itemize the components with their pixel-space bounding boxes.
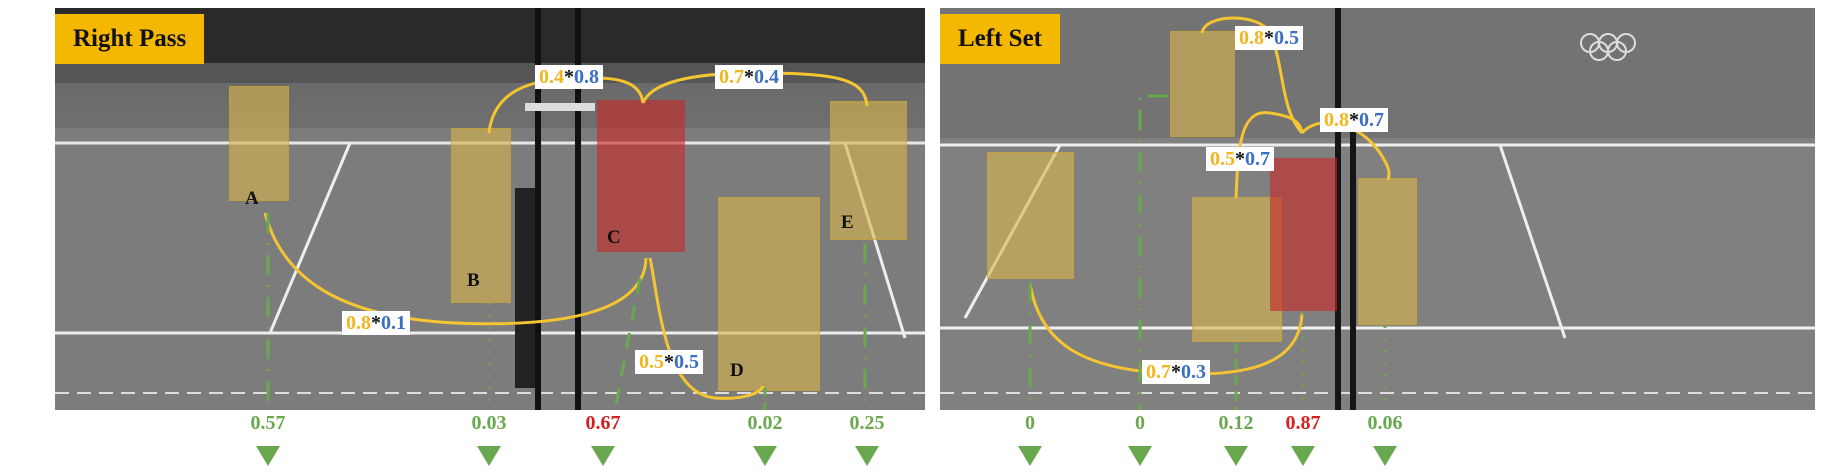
edge-label-3-4: 0.5*0.7 — [1206, 147, 1274, 171]
edge-label-c-e: 0.7*0.4 — [715, 65, 783, 89]
player-box-4 — [1270, 158, 1337, 311]
down-arrow-icon — [256, 446, 280, 466]
player-box-e — [830, 101, 907, 240]
down-arrow-icon — [477, 446, 501, 466]
relation-graph-right — [1028, 16, 1391, 410]
proj-2 — [1138, 94, 1168, 410]
edge-label-a-c: 0.8*0.1 — [342, 311, 410, 335]
down-arrow-icon — [1018, 446, 1042, 466]
player-box-a — [229, 86, 289, 201]
down-arrow-icon — [1291, 446, 1315, 466]
edge-label-4-5: 0.8*0.7 — [1320, 108, 1388, 132]
score-c: 0.67 — [585, 412, 621, 434]
down-arrow-icon — [1128, 446, 1152, 466]
score-2: 0 — [1135, 412, 1145, 434]
player-label-a: A — [245, 188, 259, 209]
down-arrow-icon — [753, 446, 777, 466]
score-b: 0.03 — [471, 412, 507, 434]
left-set-panel: Left Set 0.8*0.5 0.8*0.7 0.5*0.7 0.7*0.3 — [940, 8, 1815, 410]
player-label-d: D — [730, 360, 744, 381]
edge-4-5 — [1300, 121, 1391, 181]
proj-c — [613, 277, 642, 410]
panel-label: Left Set — [940, 14, 1060, 64]
player-box-5 — [1358, 178, 1417, 325]
player-label-b: B — [467, 270, 480, 291]
score-3: 0.12 — [1218, 412, 1254, 434]
player-box-b — [451, 128, 511, 303]
edge-label-c-d: 0.5*0.5 — [635, 350, 703, 374]
panel-label: Right Pass — [55, 14, 205, 64]
score-e: 0.25 — [849, 412, 885, 434]
edge-a-c — [263, 212, 648, 326]
player-box-2 — [1170, 31, 1235, 137]
right-pass-panel: Right Pass A B C D E 0.4*0.8 0.7*0.4 0.8… — [55, 8, 925, 410]
down-arrow-icon — [591, 446, 615, 466]
score-a: 0.57 — [250, 412, 286, 434]
player-label-e: E — [841, 212, 854, 233]
score-d: 0.02 — [747, 412, 783, 434]
edge-c-d — [648, 257, 765, 400]
down-arrow-icon — [1373, 446, 1397, 466]
edge-label-1-4: 0.7*0.3 — [1142, 360, 1210, 384]
down-arrow-icon — [1224, 446, 1248, 466]
score-5: 0.06 — [1367, 412, 1403, 434]
score-4: 0.87 — [1285, 412, 1321, 434]
player-box-d — [718, 197, 820, 391]
player-label-c: C — [607, 227, 621, 248]
score-1: 0 — [1025, 412, 1035, 434]
player-box-1 — [987, 152, 1074, 279]
down-arrow-icon — [855, 446, 879, 466]
relation-graph-left — [263, 71, 869, 410]
edge-label-b-c: 0.4*0.8 — [535, 65, 603, 89]
edge-label-2-4: 0.8*0.5 — [1235, 26, 1303, 50]
player-box-c — [597, 100, 685, 252]
